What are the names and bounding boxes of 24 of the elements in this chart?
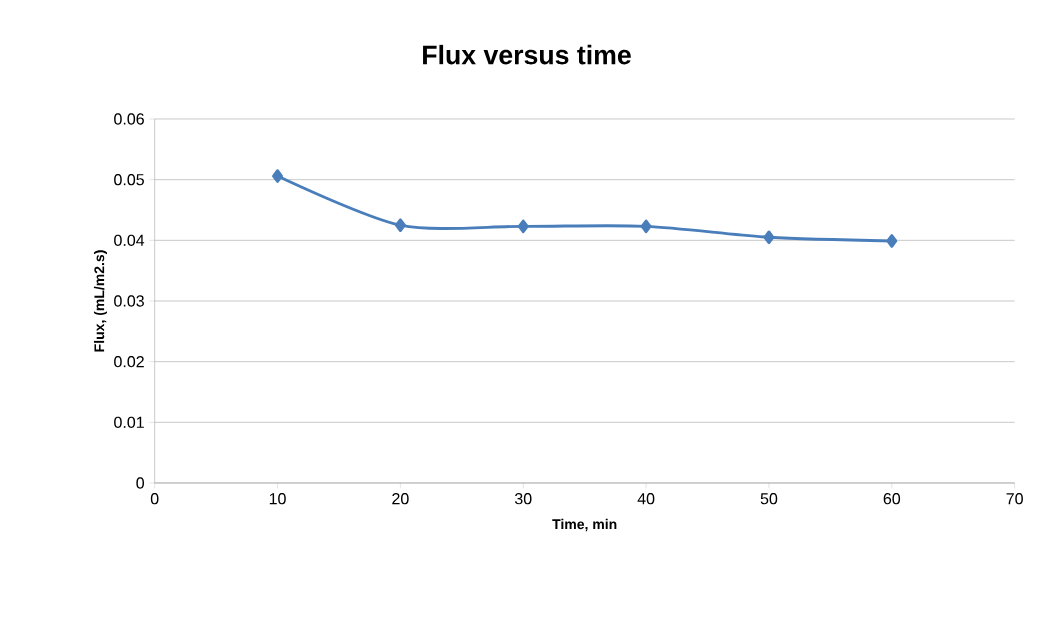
x-axis-title: Time, min (552, 518, 617, 532)
y-tick-label: 0.05 (114, 174, 144, 186)
x-tick-label: 60 (883, 493, 901, 505)
x-tick-label: 10 (269, 493, 286, 505)
point (886, 234, 898, 248)
point (272, 169, 283, 183)
y-tick-label: 0.01 (114, 416, 144, 428)
x-tick-label: 70 (1006, 493, 1023, 505)
y-tick-label: 0.04 (114, 234, 145, 246)
x-tick-label: 20 (392, 493, 409, 505)
x-tick-label: 0 (150, 493, 159, 505)
x-tick-label: 30 (514, 493, 532, 505)
y-tick-label: 0 (136, 477, 145, 489)
x-tick-label: 40 (637, 493, 655, 505)
y-tick-label: 0.06 (114, 113, 144, 125)
chart-title: Flux versus time (423, 44, 631, 65)
point (640, 219, 652, 234)
x-tick-label: 50 (760, 493, 778, 505)
y-axis-title: Flux, (mL/m2.s) (93, 250, 107, 352)
y-tick-label: 0.02 (114, 356, 144, 368)
point (517, 219, 529, 234)
y-tick-label: 0.03 (114, 295, 144, 307)
point (763, 230, 775, 245)
point (394, 218, 406, 232)
